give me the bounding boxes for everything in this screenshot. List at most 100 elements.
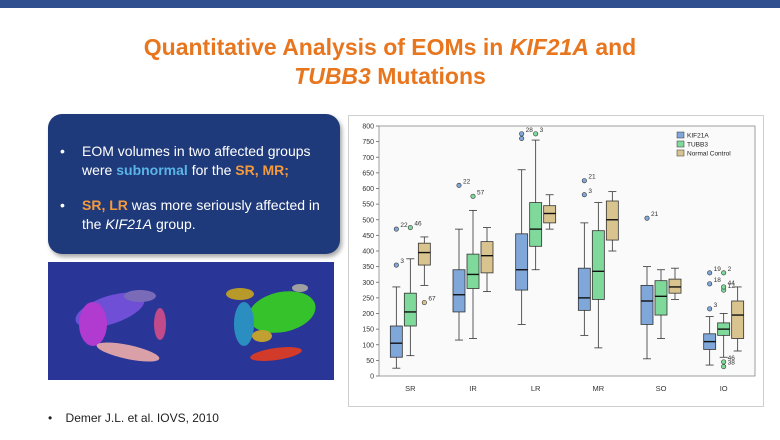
outlier-point [456, 182, 462, 188]
reference-text: Demer J.L. et al. IOVS, 2010 [65, 411, 219, 425]
eom-3d-illustration [75, 284, 316, 362]
outlier-point [721, 364, 727, 370]
y-tick-label: 500 [362, 217, 374, 224]
outlier-point [421, 300, 427, 306]
legend-swatch [676, 140, 685, 148]
legend-label: Normal Control [687, 151, 731, 158]
bullet-1-highlight: subnormal [116, 162, 188, 178]
box-tubb3 [466, 253, 480, 289]
muscle-shape [226, 288, 254, 300]
bullet-1: EOM volumes in two affected groups were … [82, 142, 332, 180]
y-tick-label: 550 [362, 202, 374, 209]
x-tick-label: SR [405, 384, 416, 393]
box-normal-control [731, 300, 745, 339]
outlier-point [721, 284, 727, 290]
outlier-point [707, 306, 713, 312]
outlier-point [721, 270, 727, 276]
outlier-point [707, 281, 713, 287]
box-normal-control [668, 278, 682, 294]
outlier-label: 3 [540, 127, 544, 134]
title-gene-tubb3: TUBB3 [294, 63, 371, 89]
title-line-1: Quantitative Analysis of EOMs in KIF21A … [0, 33, 780, 62]
reference-line: • Demer J.L. et al. IOVS, 2010 [48, 411, 219, 425]
box-tubb3 [591, 230, 605, 300]
outlier-label: 38 [728, 360, 736, 367]
outlier-label: 28 [526, 127, 534, 134]
muscle-shape [124, 290, 156, 302]
y-tick-label: 50 [366, 358, 374, 365]
outlier-label: 21 [588, 174, 596, 181]
box-tubb3 [654, 280, 668, 316]
outlier-label: 22 [463, 178, 471, 185]
y-tick-label: 700 [362, 155, 374, 162]
muscle-shape [154, 308, 166, 340]
slide-title: Quantitative Analysis of EOMs in KIF21A … [0, 33, 780, 91]
outlier-label: 3 [400, 258, 404, 265]
outlier-point [393, 262, 399, 268]
outlier-label: 21 [651, 211, 659, 218]
outlier-point [393, 226, 399, 232]
y-tick-label: 250 [362, 295, 374, 302]
bullet-1-text: EOM volumes in two affected groups were [82, 143, 311, 178]
outlier-label: 18 [714, 277, 722, 284]
outlier-label: 3 [714, 302, 718, 309]
outlier-point [644, 215, 650, 221]
outlier-label: 19 [714, 266, 722, 273]
outlier-label: 2 [728, 266, 732, 273]
bullet-1-text-mid: for the [187, 162, 236, 178]
y-tick-label: 750 [362, 139, 374, 146]
box-kif21a [640, 284, 654, 325]
title-text-and: and [588, 34, 637, 60]
outlier-point [581, 178, 587, 184]
box-normal-control [417, 242, 431, 266]
outlier-label: 44 [728, 280, 736, 287]
outlier-label: 3 [588, 188, 592, 195]
legend-label: KIF21A [687, 133, 709, 140]
y-tick-label: 300 [362, 280, 374, 287]
y-tick-label: 150 [362, 327, 374, 334]
y-tick-label: 650 [362, 170, 374, 177]
outlier-label: 46 [414, 221, 422, 228]
outlier-point [519, 131, 525, 137]
legend-swatch [676, 149, 685, 157]
muscle-shape [234, 302, 254, 346]
outlier-label: 12 [728, 283, 736, 290]
boxplot-chart: 0 50 100 150 200 250 300 350 400 450 500 550 600 650 7… [348, 115, 764, 407]
y-tick-label: 200 [362, 311, 374, 318]
box-normal-control [543, 205, 557, 224]
boxplot-svg: 0 50 100 150 200 250 300 350 400 450 500 550 600 650 7… [362, 124, 756, 393]
bullet-1-muscles: SR, MR; [235, 162, 289, 178]
reference-bullet: • [48, 411, 53, 425]
outlier-label: 57 [477, 189, 485, 196]
bullet-2-text-end: group. [152, 216, 196, 232]
bullet-2-muscles: SR, LR [82, 197, 128, 213]
top-accent-bar [0, 0, 780, 8]
y-tick-label: 600 [362, 186, 374, 193]
bullet-2-gene: KIF21A [105, 216, 153, 232]
muscle-shape [96, 342, 160, 362]
y-tick-label: 800 [362, 124, 374, 131]
box-normal-control [605, 200, 619, 241]
muscle-shape [248, 291, 316, 333]
box-normal-control [480, 241, 494, 274]
muscle-shape [250, 347, 302, 361]
title-text: Quantitative Analysis of EOMs in [143, 34, 510, 60]
box-tubb3 [403, 292, 417, 327]
title-text-mutations: Mutations [370, 63, 486, 89]
title-gene-kif21a: KIF21A [509, 34, 589, 60]
box-kif21a [577, 267, 591, 311]
plot-area [378, 125, 756, 377]
box-kif21a [452, 269, 466, 313]
y-tick-label: 100 [362, 342, 374, 349]
outlier-label: 22 [400, 222, 408, 229]
eom-3d-reconstruction-image [48, 262, 334, 380]
y-tick-label: 400 [362, 249, 374, 256]
bullet-symbol: • [60, 143, 65, 159]
legend-swatch [676, 131, 685, 139]
outlier-point [407, 225, 413, 231]
outlier-point [470, 193, 476, 199]
x-tick-label: LR [531, 384, 541, 393]
muscle-shape [292, 284, 308, 292]
box-tubb3 [529, 202, 543, 247]
outlier-point [519, 135, 525, 141]
